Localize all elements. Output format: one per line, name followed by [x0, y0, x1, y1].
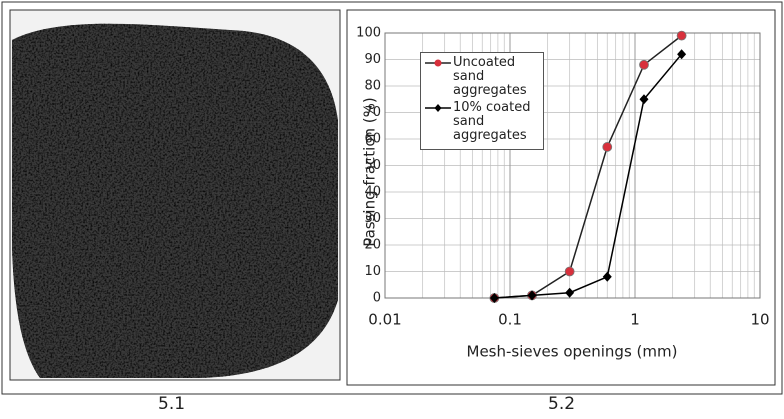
y-tick-label: 60: [364, 132, 381, 147]
y-tick-label: 100: [356, 26, 381, 41]
outer-frame: [1, 1, 783, 395]
x-tick-label: 10: [750, 311, 769, 329]
series-line: [494, 53, 683, 299]
marker: [602, 142, 613, 152]
marker: [677, 49, 687, 60]
y-tick-label: 40: [364, 185, 381, 200]
photo: [12, 23, 338, 378]
legend-label: Uncoated sand aggregates: [453, 55, 527, 98]
marker: [639, 94, 649, 105]
x-tick-label: 0.1: [498, 311, 522, 329]
x-tick-label: 1: [630, 311, 640, 329]
marker: [527, 290, 537, 301]
y-tick-label: 0: [373, 291, 381, 306]
y-tick-label: 10: [364, 264, 381, 279]
legend-entry: 10% coated sand aggregates: [423, 101, 541, 143]
legend-marker: [434, 104, 442, 112]
chart-frame: [346, 9, 776, 386]
y-tick-label: 70: [364, 105, 381, 120]
plot-border: [384, 32, 761, 299]
marker: [602, 271, 612, 282]
caption-left: 5.1: [158, 394, 186, 414]
legend-marker: [434, 59, 442, 67]
marker: [639, 59, 649, 70]
y-tick-label: 50: [364, 158, 381, 173]
marker: [676, 30, 687, 41]
legend-label: 10% coated sand aggregates: [453, 100, 531, 143]
y-tick-label: 30: [364, 211, 381, 226]
y-tick-label: 80: [364, 79, 381, 94]
y-tick-label: 90: [364, 52, 381, 67]
legend-entry: Uncoated sand aggregates: [423, 56, 541, 98]
y-axis-label: Passing fraction (%): [361, 97, 379, 247]
legend-icon: [425, 104, 451, 112]
caption-right: 5.2: [548, 394, 576, 414]
x-axis-label: Mesh-sieves openings (mm): [467, 343, 678, 361]
marker: [564, 266, 575, 277]
marker: [565, 287, 575, 298]
legend: Uncoated sand aggregates 10% coated sand …: [420, 52, 544, 150]
x-tick-label: 0.01: [368, 311, 401, 329]
legend-icon: [425, 59, 451, 67]
y-tick-label: 20: [364, 238, 381, 253]
marker: [489, 293, 499, 303]
